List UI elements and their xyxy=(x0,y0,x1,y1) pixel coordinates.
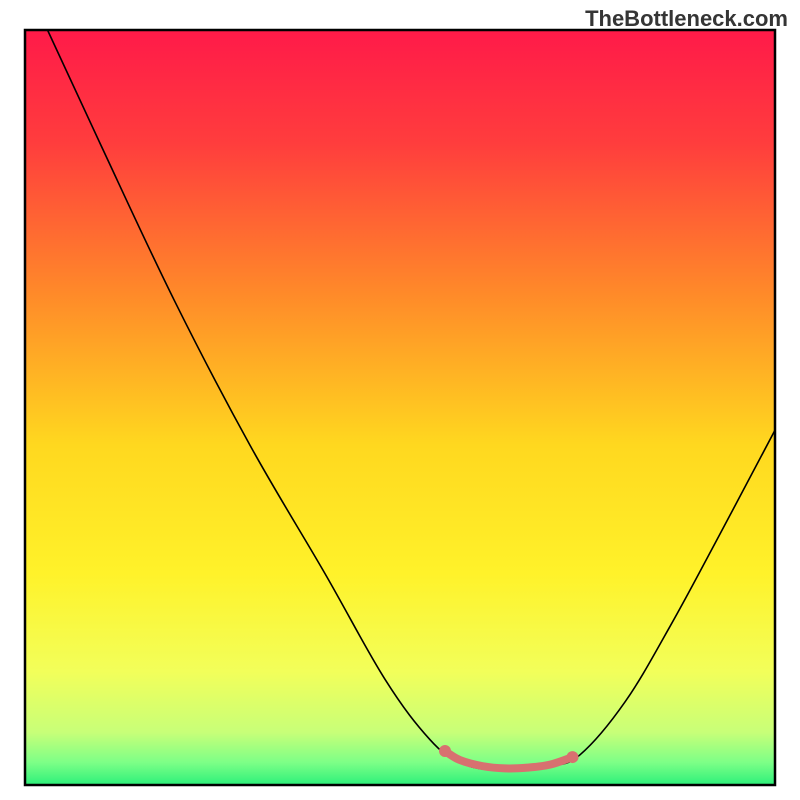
chart xyxy=(0,0,800,800)
chart-container: TheBottleneck.com xyxy=(0,0,800,800)
highlight-cap-left xyxy=(439,745,451,757)
chart-background xyxy=(25,30,775,785)
attribution-text: TheBottleneck.com xyxy=(585,6,788,32)
highlight-cap-right xyxy=(567,751,579,763)
chart-svg xyxy=(0,0,800,800)
